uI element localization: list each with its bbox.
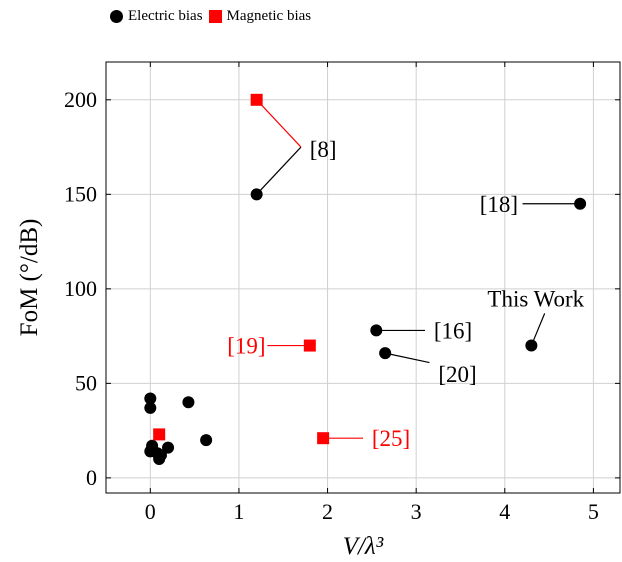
magnetic-bias-point — [303, 339, 316, 352]
electric-bias-point — [144, 401, 157, 414]
annotation-label: [16] — [434, 318, 472, 343]
y-tick-label: 100 — [64, 276, 97, 301]
electric-bias-point — [250, 188, 263, 201]
electric-bias-point — [153, 452, 166, 465]
magnetic-bias-point — [317, 432, 330, 445]
electric-bias-point — [144, 392, 157, 405]
legend-item-electric: Electric bias — [110, 8, 203, 25]
annotation-leader-line — [256, 99, 302, 148]
y-tick-label: 200 — [64, 87, 97, 112]
legend: Electric bias Magnetic bias — [110, 8, 317, 25]
annotation-label: This Work — [487, 286, 584, 311]
plot-frame — [105, 61, 621, 494]
electric-marker-icon — [110, 10, 123, 23]
magnetic-bias-point — [153, 428, 166, 441]
electric-bias-point — [182, 396, 195, 409]
legend-item-magnetic: Magnetic bias — [208, 8, 312, 25]
y-tick-label: 0 — [86, 465, 97, 490]
x-tick-label: 1 — [233, 499, 244, 524]
electric-bias-point — [574, 197, 587, 210]
x-axis-label: V/λ³ — [343, 533, 384, 560]
annotation-label: [19] — [227, 334, 265, 359]
x-tick-label: 2 — [322, 499, 333, 524]
electric-bias-point — [525, 339, 538, 352]
y-axis-label: FoM (°/dB) — [16, 219, 43, 337]
x-tick-label: 3 — [411, 499, 422, 524]
annotation-label: [8] — [310, 137, 337, 162]
annotation-label: [20] — [438, 362, 476, 387]
magnetic-bias-point — [250, 93, 263, 106]
x-tick-label: 0 — [145, 499, 156, 524]
y-tick-label: 50 — [75, 370, 97, 395]
legend-label-electric: Electric bias — [128, 8, 203, 24]
electric-bias-point — [379, 347, 392, 360]
annotation-label: [25] — [372, 426, 410, 451]
annotation-label: [18] — [480, 192, 518, 217]
x-tick-label: 4 — [499, 499, 510, 524]
electric-bias-point — [200, 434, 213, 447]
electric-bias-point — [162, 441, 175, 454]
annotation-leader-line — [385, 352, 430, 364]
legend-label-magnetic: Magnetic bias — [226, 8, 312, 24]
electric-bias-point — [370, 324, 383, 337]
annotation-leader-line — [256, 146, 302, 195]
x-tick-label: 5 — [588, 499, 599, 524]
y-tick-label: 150 — [64, 181, 97, 206]
magnetic-marker-icon — [208, 10, 222, 23]
